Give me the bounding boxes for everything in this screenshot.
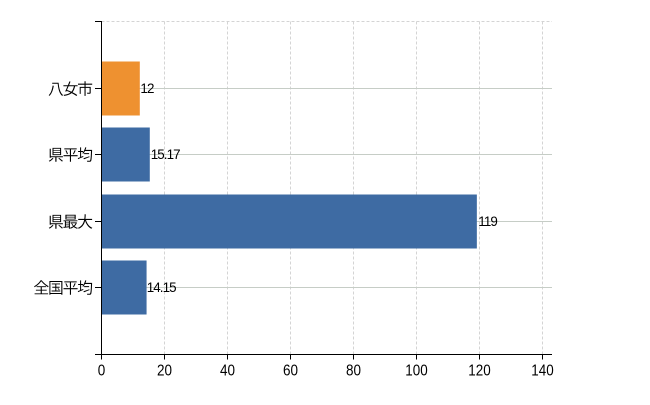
svg-text:40: 40 [220, 363, 235, 380]
svg-text:100: 100 [405, 363, 427, 380]
svg-text:140: 140 [531, 363, 553, 380]
svg-text:20: 20 [157, 363, 172, 380]
svg-text:119: 119 [478, 214, 497, 229]
svg-text:15.17: 15.17 [151, 147, 180, 162]
svg-text:12: 12 [140, 81, 154, 96]
svg-text:0: 0 [98, 363, 106, 380]
svg-text:80: 80 [346, 363, 361, 380]
svg-text:60: 60 [283, 363, 298, 380]
svg-text:120: 120 [468, 363, 490, 380]
svg-text:14.15: 14.15 [147, 280, 176, 295]
